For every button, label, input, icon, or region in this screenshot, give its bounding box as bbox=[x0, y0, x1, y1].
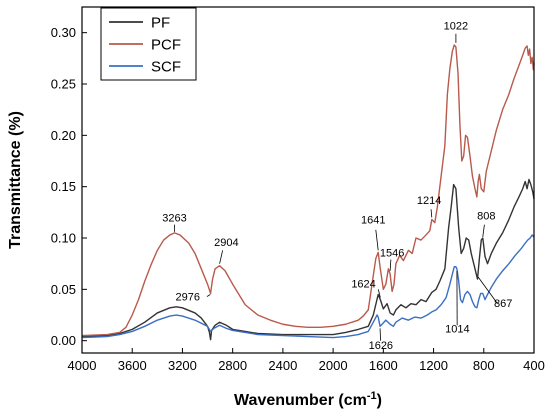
legend-label-pcf: PCF bbox=[151, 37, 181, 54]
series-line-scf bbox=[81, 234, 535, 339]
x-tick-label: 2800 bbox=[218, 358, 247, 373]
y-tick-label: 0.00 bbox=[51, 333, 76, 348]
plot-frame bbox=[81, 6, 535, 354]
series-layer bbox=[81, 44, 535, 341]
annotation-leader-1546 bbox=[389, 259, 392, 271]
x-tick-label: 1200 bbox=[419, 358, 448, 373]
annotation-leader-1641 bbox=[375, 229, 379, 251]
x-axis-title-close: ) bbox=[377, 392, 382, 409]
x-axis-title-superscript: -1 bbox=[367, 390, 377, 402]
x-tick-label: 2000 bbox=[319, 358, 348, 373]
x-tick-label: 4000 bbox=[68, 358, 97, 373]
x-tick-label: 3200 bbox=[168, 358, 197, 373]
annotation-label-2976: 2976 bbox=[176, 292, 200, 304]
y-tick-label: 0.05 bbox=[51, 282, 76, 297]
series-line-pf bbox=[81, 178, 535, 341]
series-line-pcf bbox=[81, 44, 535, 337]
annotation-leader-867 bbox=[477, 276, 498, 304]
annotation-label-1014: 1014 bbox=[445, 323, 469, 335]
legend-label-scf: SCF bbox=[151, 59, 181, 76]
x-axis-title: Wavenumber (cm-1) bbox=[234, 390, 382, 409]
y-tick-label: 0.20 bbox=[51, 128, 76, 143]
legend-label-pf: PF bbox=[151, 15, 170, 32]
annotation-label-2904: 2904 bbox=[214, 237, 238, 249]
y-tick-label: 0.25 bbox=[51, 77, 76, 92]
annotation-leader-2904 bbox=[219, 250, 224, 264]
x-tick-label: 2400 bbox=[268, 358, 297, 373]
y-tick-label: 0.10 bbox=[51, 231, 76, 246]
ticks-layer: 4000 3600 3200 2800 2400 2000 1600 1200 800 400 0.… bbox=[51, 25, 545, 373]
x-tick-label: 800 bbox=[473, 358, 495, 373]
x-axis-title-main: Wavenumber (cm bbox=[234, 392, 367, 409]
annotation-leader-2976 bbox=[206, 294, 211, 297]
x-tick-label: 1600 bbox=[369, 358, 398, 373]
annotation-label-1624: 1624 bbox=[351, 278, 375, 290]
x-tick-label: 3600 bbox=[118, 358, 147, 373]
y-axis-title: Transmittance (%) bbox=[7, 111, 24, 249]
annotation-label-1022: 1022 bbox=[444, 21, 468, 33]
annotation-leader-808 bbox=[482, 224, 485, 238]
annotation-label-1546: 1546 bbox=[380, 247, 404, 259]
legend: PF PCF SCF bbox=[100, 7, 197, 81]
annotation-label-3263: 3263 bbox=[162, 213, 186, 225]
annotation-layer: 3263 2904 2976 1641 1546 1214 1022 1624 1626 808 8… bbox=[162, 21, 512, 352]
annotation-leader-1626 bbox=[379, 328, 381, 341]
y-tick-label: 0.30 bbox=[51, 25, 76, 40]
annotation-label-1626: 1626 bbox=[369, 340, 393, 352]
annotation-label-1641: 1641 bbox=[361, 215, 385, 227]
annotation-leader-1624 bbox=[377, 289, 381, 298]
annotation-label-808: 808 bbox=[477, 211, 495, 223]
annotation-leader-1214 bbox=[430, 209, 433, 218]
y-tick-label: 0.15 bbox=[51, 179, 76, 194]
annotation-label-867: 867 bbox=[494, 298, 512, 310]
annotation-label-1214: 1214 bbox=[417, 195, 441, 207]
x-tick-label: 400 bbox=[523, 358, 545, 373]
